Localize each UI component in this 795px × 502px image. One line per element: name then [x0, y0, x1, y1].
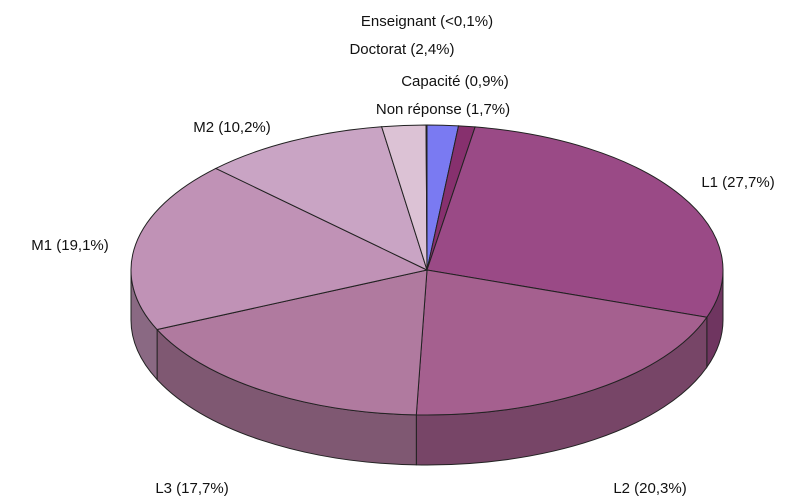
slice-label: Capacité (0,9%)	[401, 73, 509, 90]
slice	[130, 167, 429, 331]
slice-label: L1 (27,7%)	[701, 174, 774, 191]
slice	[214, 126, 428, 271]
slice-label: Enseignant (<0,1%)	[361, 13, 493, 30]
slice	[426, 126, 724, 318]
slice	[415, 269, 708, 416]
slice-label: Non réponse (1,7%)	[376, 101, 510, 118]
slice-label: M2 (10,2%)	[193, 119, 271, 136]
slice	[425, 124, 428, 271]
slice	[156, 269, 428, 416]
slice-label: M1 (19,1%)	[31, 237, 109, 254]
slice-label: L2 (20,3%)	[613, 480, 686, 497]
slice-label: Doctorat (2,4%)	[349, 41, 454, 58]
slice-label: L3 (17,7%)	[155, 480, 228, 497]
